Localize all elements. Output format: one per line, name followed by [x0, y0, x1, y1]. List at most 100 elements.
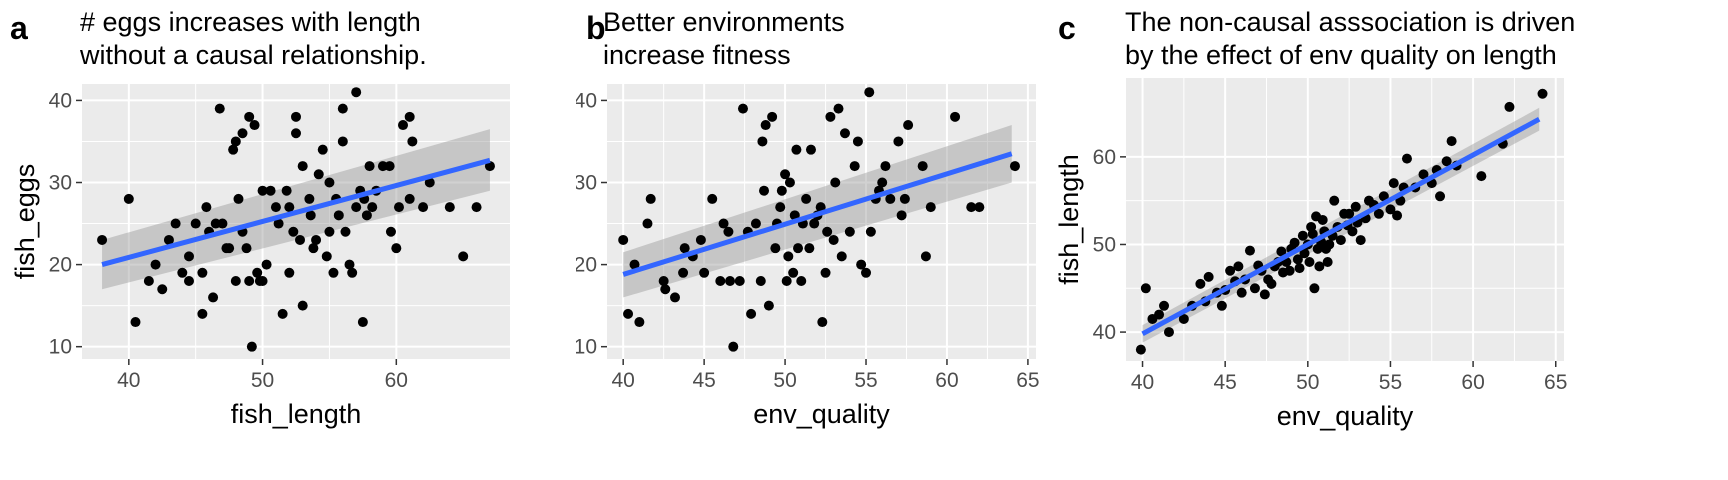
y-tick-label: 30 [576, 172, 597, 195]
data-point [1249, 283, 1260, 294]
data-point [864, 87, 875, 98]
data-point [190, 218, 201, 229]
data-point [695, 234, 706, 245]
data-point [1378, 191, 1389, 202]
panel-title: # eggs increases with length without a c… [80, 6, 427, 72]
data-point [856, 259, 867, 270]
data-point [351, 87, 362, 98]
data-point [723, 226, 734, 237]
data-point [1259, 289, 1270, 300]
data-point [734, 276, 745, 287]
data-point [1307, 228, 1318, 239]
data-point [822, 226, 833, 237]
data-point [1392, 210, 1403, 221]
data-point [679, 243, 690, 254]
data-point [1154, 309, 1165, 320]
data-point [1294, 263, 1305, 274]
data-point [281, 185, 292, 196]
data-point [1297, 230, 1308, 241]
data-point [877, 177, 888, 188]
data-point [793, 243, 804, 254]
data-point [896, 210, 907, 221]
data-point [224, 243, 235, 254]
data-point [458, 251, 469, 262]
data-point [257, 185, 268, 196]
x-tick-label: 65 [1544, 371, 1567, 394]
data-point [899, 193, 910, 204]
data-point [123, 193, 134, 204]
data-point [313, 169, 324, 180]
data-point [1276, 246, 1287, 257]
data-point [849, 161, 860, 172]
data-point [757, 136, 768, 147]
data-point [825, 111, 836, 122]
data-point [418, 202, 429, 213]
data-point [393, 202, 404, 213]
data-point [760, 120, 771, 131]
data-point [277, 308, 288, 319]
data-point [143, 276, 154, 287]
data-point [725, 276, 736, 287]
data-point [746, 308, 757, 319]
data-point [634, 317, 645, 328]
data-point [920, 251, 931, 262]
x-tick-label: 45 [1213, 371, 1236, 394]
data-point [828, 234, 839, 245]
x-tick-label: 40 [117, 369, 140, 392]
data-point [407, 136, 418, 147]
data-point [763, 300, 774, 311]
data-point [1347, 226, 1358, 237]
data-point [755, 276, 766, 287]
y-tick-label: 10 [576, 336, 597, 359]
data-point [1236, 287, 1247, 298]
y-tick-label: 10 [49, 336, 72, 359]
y-axis-title: fish_length [1054, 154, 1084, 285]
scatter-plot-c: 40 45 50 55 60 65 40 50 60 env_quality fish_length [1054, 78, 1567, 431]
data-point [1203, 271, 1214, 282]
data-point [385, 226, 396, 237]
data-point [1344, 208, 1355, 219]
title-line-2: by the effect of env quality on length [1125, 40, 1557, 70]
plot-panel-background [1126, 78, 1564, 361]
data-point [707, 193, 718, 204]
data-point [917, 161, 928, 172]
data-point [237, 128, 248, 139]
x-tick-label: 40 [1131, 371, 1154, 394]
data-point [170, 218, 181, 229]
data-point [367, 202, 378, 213]
data-point [246, 341, 257, 352]
data-point [230, 136, 241, 147]
data-point [805, 144, 816, 155]
x-axis-title: env_quality [1277, 401, 1414, 431]
panel-letter: c [1058, 10, 1076, 46]
panel-title: The non-causal asssociation is driven by… [1125, 6, 1575, 72]
data-point [404, 111, 415, 122]
data-point [324, 177, 335, 188]
x-tick-label: 50 [1296, 371, 1319, 394]
data-point [249, 120, 260, 131]
data-point [233, 193, 244, 204]
data-point [391, 243, 402, 254]
data-point [364, 161, 375, 172]
data-point [130, 317, 141, 328]
data-point [304, 193, 315, 204]
data-point [1135, 344, 1146, 355]
panel-title: Better environments increase fitness [603, 6, 845, 72]
data-point [337, 103, 348, 114]
data-point [1418, 169, 1429, 180]
data-point [801, 193, 812, 204]
y-tick-label: 30 [49, 172, 72, 195]
data-point [1309, 283, 1320, 294]
data-point [1159, 300, 1170, 311]
data-point [424, 177, 435, 188]
data-point [1385, 204, 1396, 215]
data-point [357, 317, 368, 328]
data-point [1266, 278, 1277, 289]
data-point [340, 226, 351, 237]
data-point [321, 251, 332, 262]
x-tick-label: 60 [1461, 371, 1484, 394]
plot-panel-background [607, 84, 1036, 359]
y-tick-label: 40 [1093, 321, 1116, 344]
panel-letter: b [586, 10, 606, 46]
data-point [852, 136, 863, 147]
